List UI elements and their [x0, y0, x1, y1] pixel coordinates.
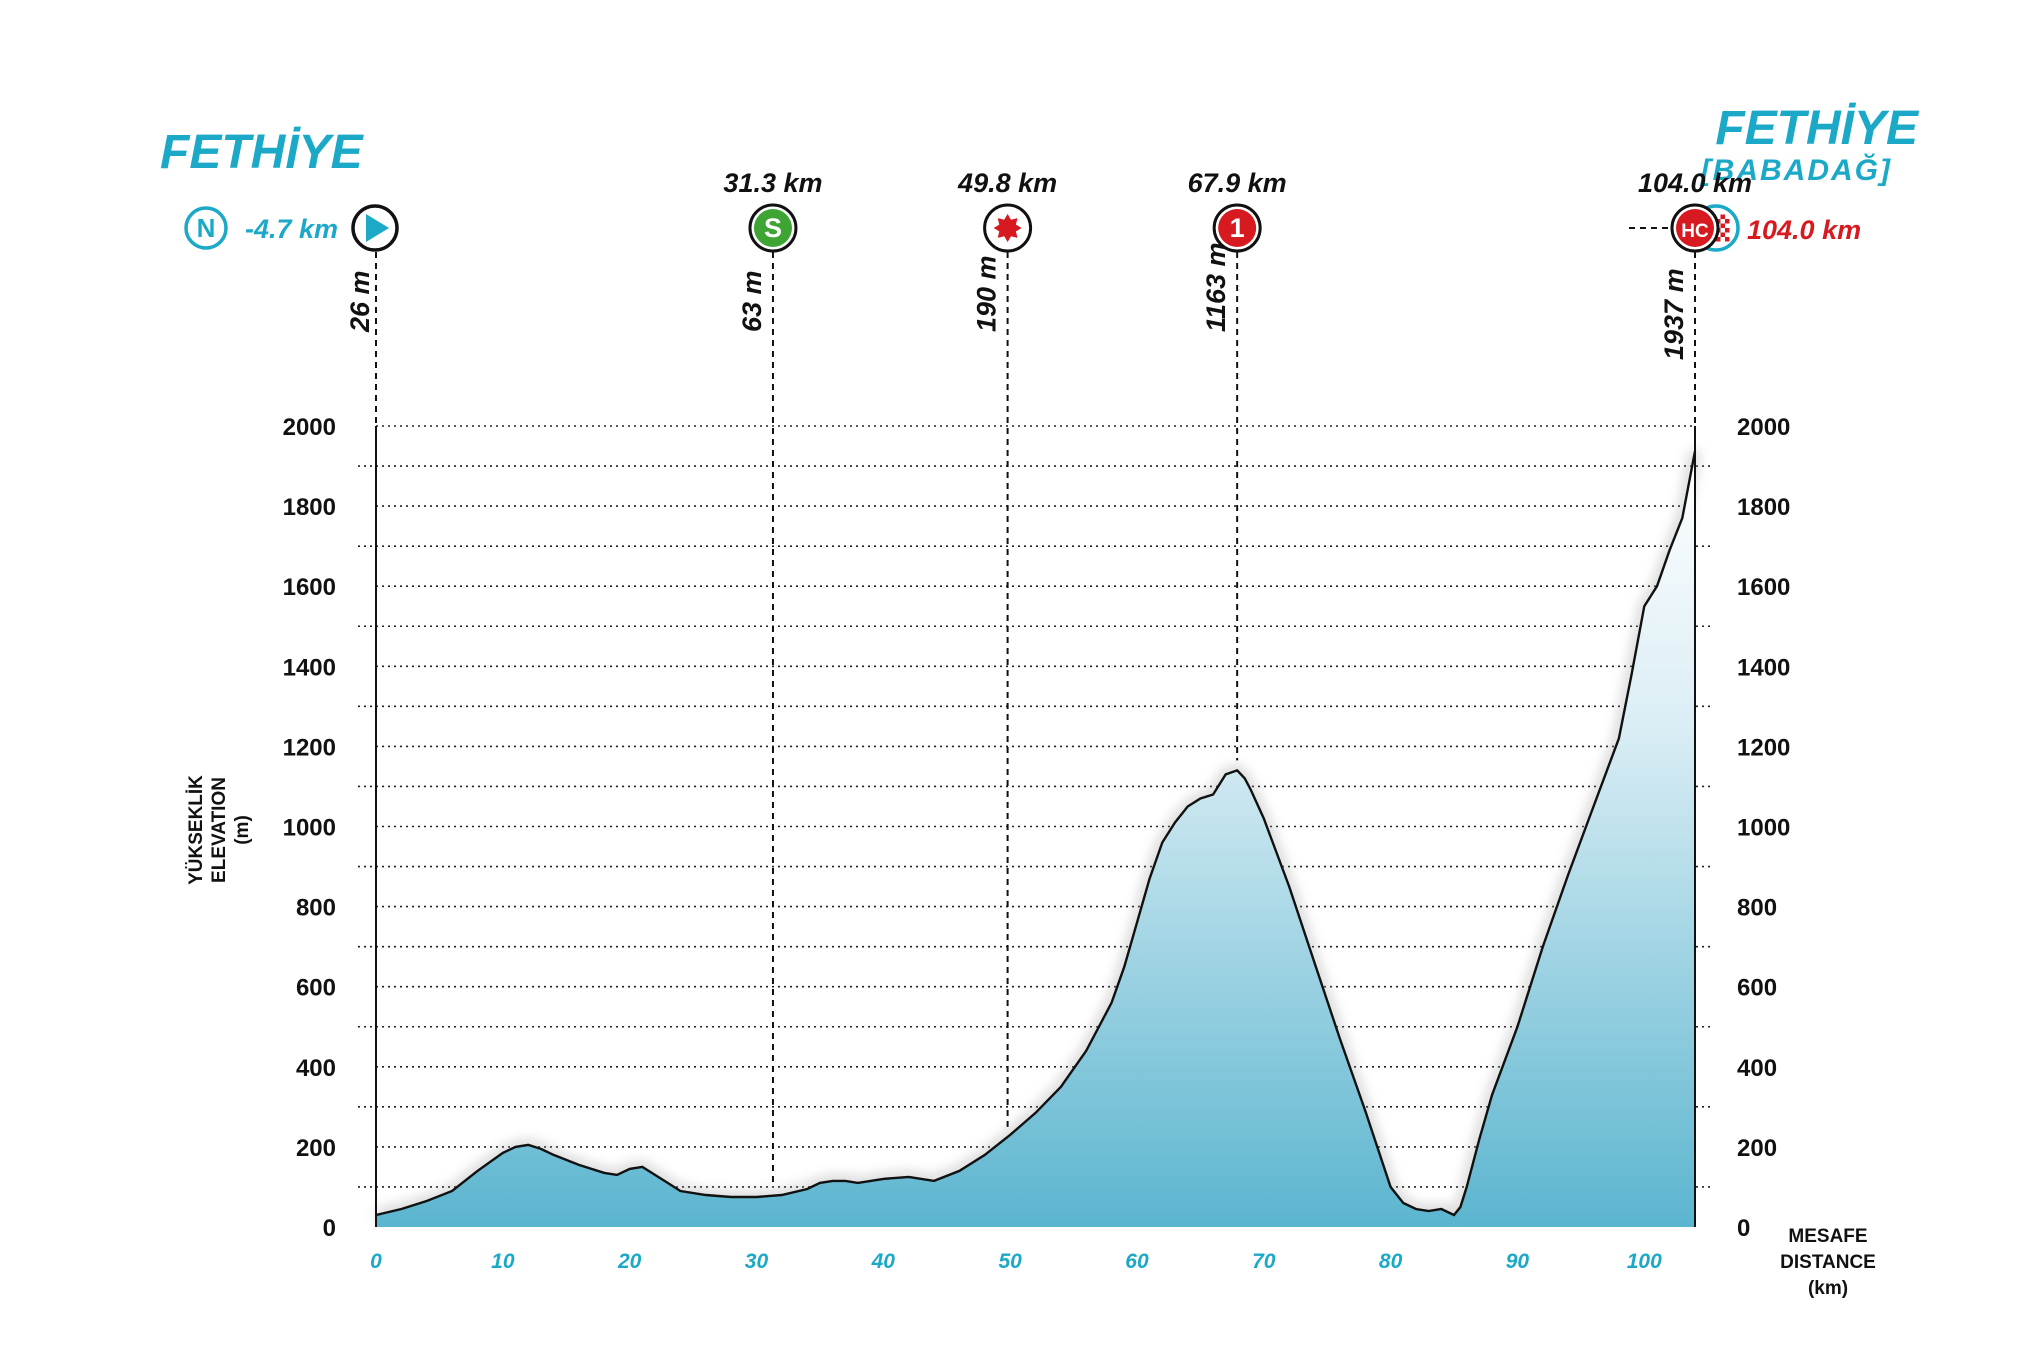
y-tick-left-2000: 2000 [283, 414, 336, 441]
y-tick-left-0: 0 [323, 1215, 336, 1242]
elevation-line [375, 450, 1697, 1217]
bonus-star-icon: 49.8 km 190 m [957, 168, 1057, 1127]
marker-elevation-0: 63 m [737, 270, 767, 332]
y-tick-right-800: 800 [1737, 895, 1777, 922]
y-tick-right-1200: 1200 [1737, 734, 1790, 761]
start-arrow-icon [351, 204, 399, 252]
x-tick-10: 10 [491, 1250, 515, 1273]
y-tick-right-2000: 2000 [1737, 414, 1790, 441]
y-tick-left-1800: 1800 [283, 494, 336, 521]
climb-hc-icon: 104.0 km HC [1638, 168, 1752, 253]
x-axis-title-line2: DISTANCE [1780, 1252, 1876, 1273]
x-tick-40: 40 [871, 1250, 896, 1273]
x-tick-20: 20 [617, 1250, 642, 1273]
y-tick-right-600: 600 [1737, 975, 1777, 1002]
finish-subtitle: [BABADAĞ] [1700, 153, 1892, 187]
finish-distance: 104.0 km [1747, 215, 1861, 245]
y-tick-right-400: 400 [1737, 1055, 1777, 1082]
y-tick-right-1000: 1000 [1737, 815, 1790, 842]
y-tick-right-0: 0 [1737, 1215, 1750, 1242]
y-axis-title: YÜKSEKLİK ELEVATION (m) [186, 775, 253, 885]
y-tick-left-600: 600 [296, 975, 336, 1002]
svg-text:N: N [197, 213, 216, 243]
y-tick-left-400: 400 [296, 1055, 336, 1082]
x-tick-0: 0 [370, 1250, 382, 1273]
elevation-area [376, 451, 1695, 1227]
marker-distance-3: 104.0 km [1638, 168, 1752, 198]
y-axis-title-line1: YÜKSEKLİK [186, 775, 207, 885]
x-tick-30: 30 [745, 1250, 769, 1273]
x-tick-70: 70 [1252, 1250, 1276, 1273]
x-axis-title-line1: MESAFE [1788, 1226, 1867, 1247]
marker-elevation-2: 1163 m [1201, 242, 1231, 332]
y-axis-right: 0 200 400 600 800 1000 1200 1400 1600 1800 2000 [1737, 414, 1790, 1242]
marker-glyph-0: S [764, 213, 782, 243]
y-tick-left-1600: 1600 [283, 574, 336, 601]
x-tick-60: 60 [1125, 1250, 1149, 1273]
x-axis: 0 10 20 30 40 50 60 70 80 90 100 [370, 1250, 1662, 1273]
neutral-N-icon: N [184, 206, 228, 250]
marker-distance-2: 67.9 km [1188, 168, 1287, 198]
y-tick-right-1600: 1600 [1737, 574, 1790, 601]
y-tick-left-800: 800 [296, 895, 336, 922]
sprint-S-icon: 31.3 km S 63 m [723, 168, 823, 1186]
marker-distance-0: 31.3 km [723, 168, 822, 198]
marker-glyph-3: HC [1681, 221, 1709, 242]
y-tick-right-1800: 1800 [1737, 494, 1790, 521]
y-axis-left: 0 200 400 600 800 1000 1200 1400 1600 1800 2000 [283, 414, 336, 1242]
x-tick-100: 100 [1627, 1250, 1662, 1273]
y-axis-title-line3: (m) [232, 815, 253, 845]
finish-city: FETHİYE [1715, 102, 1920, 155]
finish-elevation: 1937 m [1659, 268, 1689, 360]
x-tick-80: 80 [1379, 1250, 1403, 1273]
x-tick-90: 90 [1506, 1250, 1530, 1273]
y-tick-left-1400: 1400 [283, 654, 336, 681]
y-tick-left-1200: 1200 [283, 734, 336, 761]
y-tick-left-200: 200 [296, 1135, 336, 1162]
marker-elevation-1: 190 m [972, 255, 1002, 332]
y-tick-left-1000: 1000 [283, 815, 336, 842]
x-axis-title-line3: (km) [1808, 1278, 1848, 1299]
y-tick-right-1400: 1400 [1737, 654, 1790, 681]
marker-distance-1: 49.8 km [957, 168, 1057, 198]
start-city: FETHİYE [160, 126, 365, 179]
y-axis-title-line2: ELEVATION [209, 777, 230, 883]
marker-glyph-2: 1 [1230, 213, 1245, 243]
neutral-distance: -4.7 km [245, 214, 338, 244]
start-elevation: 26 m [345, 270, 375, 333]
y-tick-right-200: 200 [1737, 1135, 1777, 1162]
x-tick-50: 50 [998, 1250, 1022, 1273]
